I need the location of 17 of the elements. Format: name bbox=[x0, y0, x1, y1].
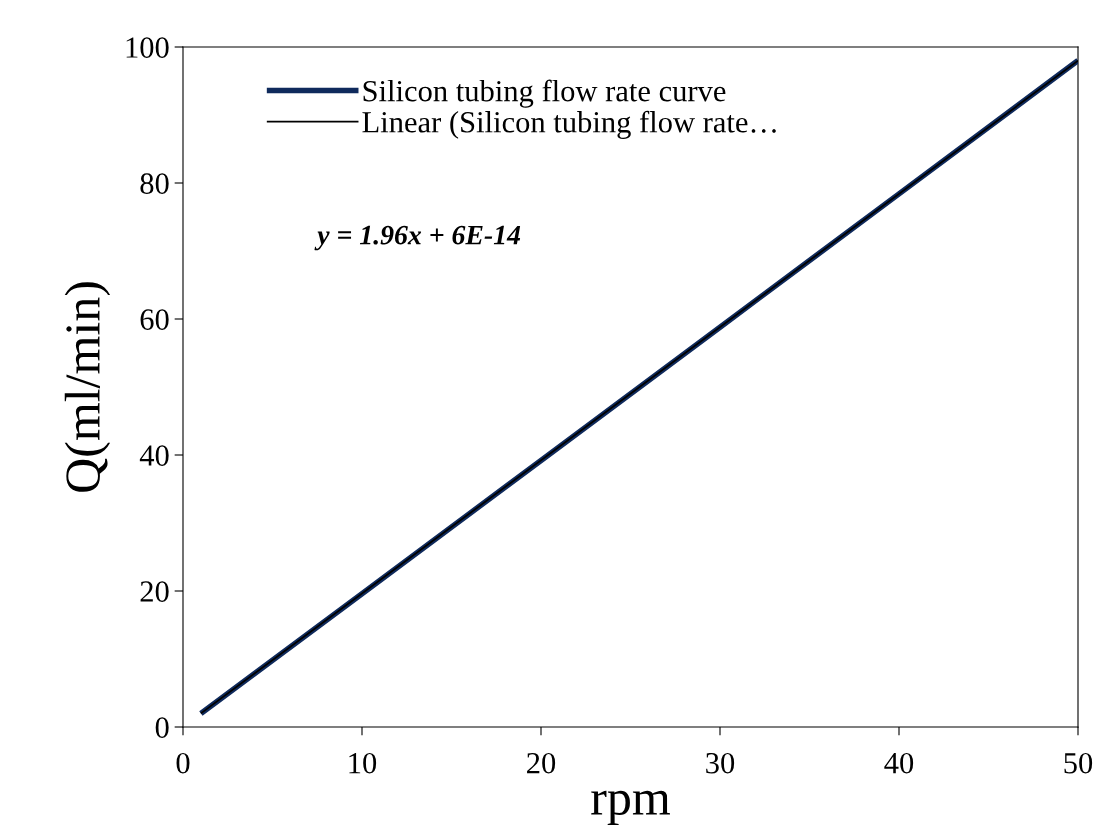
y-tick-label: 40 bbox=[139, 445, 169, 466]
x-tick-label: 50 bbox=[1064, 752, 1093, 774]
x-tick-label: 10 bbox=[349, 752, 377, 774]
legend-label: Linear (Silicon tubing flow rate… bbox=[362, 110, 776, 139]
x-tick-label: 0 bbox=[176, 752, 190, 774]
annotation: y = 1.96x + 6E-14 bbox=[314, 225, 521, 251]
y-tick-label: 60 bbox=[140, 309, 169, 330]
x-tick-label: 20 bbox=[527, 752, 556, 774]
y-tick-label: 0 bbox=[155, 717, 169, 738]
legend-label: Silicon tubing flow rate curve bbox=[363, 79, 726, 108]
x-tick-label: 30 bbox=[706, 752, 735, 774]
y-axis-title: Q(ml/min) bbox=[64, 282, 111, 492]
y-tick-label: 100 bbox=[126, 37, 169, 58]
x-axis-title: rpm bbox=[591, 790, 670, 826]
y-tick-label: 80 bbox=[140, 173, 169, 194]
y-tick-label: 20 bbox=[140, 581, 169, 602]
x-tick-label: 40 bbox=[884, 752, 914, 774]
